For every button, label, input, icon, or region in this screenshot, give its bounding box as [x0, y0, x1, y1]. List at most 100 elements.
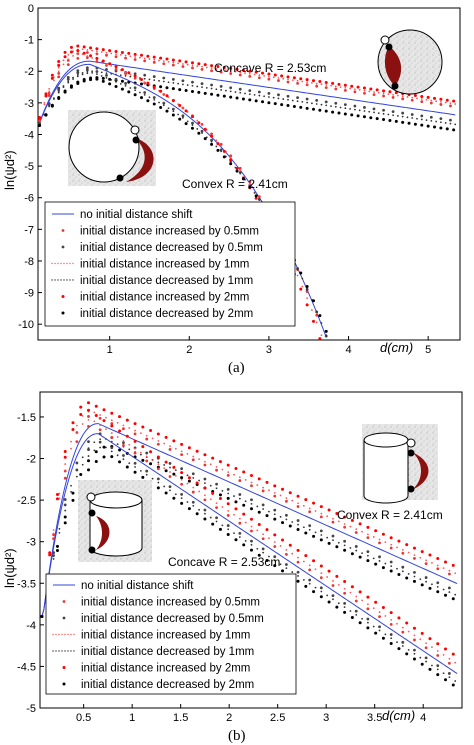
- series-point: [191, 80, 194, 84]
- series-point: [296, 100, 299, 103]
- series-point: [215, 468, 218, 472]
- series-point: [430, 119, 433, 122]
- series-point: [225, 89, 227, 92]
- series-point: [186, 63, 189, 66]
- legend-swatch: [66, 262, 68, 265]
- series-point: [72, 78, 74, 80]
- series-point: [268, 489, 270, 492]
- series-point: [454, 103, 457, 105]
- series-point: [152, 85, 156, 89]
- series-point: [324, 86, 328, 89]
- series-point: [182, 116, 184, 119]
- series-point: [172, 465, 176, 469]
- series-point: [416, 97, 418, 100]
- series-point: [412, 579, 416, 583]
- legend-item: initial distance decreased by 2mm: [62, 679, 254, 691]
- y-axis-label-b: ln(ψd²): [2, 548, 17, 588]
- series-point: [229, 158, 233, 162]
- y-tick-label: -2.5: [17, 495, 36, 507]
- series-point: [149, 450, 153, 454]
- series-point: [71, 428, 75, 432]
- series-point: [436, 654, 440, 657]
- series-point: [249, 473, 253, 477]
- series-point: [229, 70, 232, 72]
- legend-swatch: [62, 600, 66, 603]
- legend-item: initial distance decreased by 1mm: [52, 646, 254, 658]
- series-point: [308, 564, 311, 567]
- series-point: [148, 58, 151, 60]
- series-point: [369, 87, 373, 91]
- series-point: [157, 440, 160, 442]
- series-point: [143, 59, 147, 63]
- legend-swatch: [66, 279, 68, 281]
- series-point: [306, 101, 309, 104]
- series-point: [265, 480, 269, 484]
- series-point: [389, 641, 393, 645]
- series-point: [296, 528, 300, 532]
- series-point: [344, 107, 347, 110]
- series-point: [375, 117, 379, 121]
- series-point: [229, 162, 233, 166]
- series-point: [234, 70, 237, 73]
- series-point: [211, 456, 215, 460]
- series-point: [124, 71, 127, 74]
- series-point: [332, 539, 334, 542]
- series-point: [165, 57, 169, 61]
- series-point: [152, 60, 156, 64]
- x-axis-label-b: d(cm): [382, 708, 415, 723]
- series-point: [314, 510, 317, 512]
- series-point: [164, 491, 168, 495]
- series-point: [442, 567, 445, 569]
- series-point: [366, 603, 369, 606]
- series-point: [134, 466, 136, 468]
- series-point: [165, 109, 169, 113]
- series-point: [71, 491, 75, 495]
- series-point: [256, 484, 259, 486]
- series-point: [162, 62, 166, 66]
- series-point: [320, 103, 323, 106]
- series-point: [105, 51, 108, 54]
- series-point: [110, 446, 114, 450]
- series-point: [253, 93, 256, 96]
- series-point: [165, 86, 169, 90]
- series-point: [372, 93, 376, 97]
- series-point: [420, 583, 424, 587]
- series-point: [186, 84, 189, 86]
- series-point: [171, 113, 175, 117]
- series-point: [215, 502, 218, 505]
- series-point: [152, 55, 156, 59]
- series-point: [407, 121, 411, 125]
- series-convex-dotted: [41, 410, 457, 618]
- series-point: [296, 494, 300, 498]
- series-point: [291, 571, 294, 573]
- series-point: [229, 154, 233, 158]
- series-point: [420, 114, 424, 118]
- series-point: [229, 95, 233, 99]
- series-point: [419, 578, 422, 581]
- series-point: [172, 82, 175, 84]
- series-point: [76, 71, 80, 75]
- series-point: [226, 487, 230, 491]
- series-point: [319, 515, 323, 519]
- series-point: [389, 546, 393, 550]
- series-point: [375, 88, 379, 92]
- series-point: [105, 428, 107, 431]
- series-point: [215, 88, 218, 91]
- legend-swatch: [60, 262, 62, 265]
- series-point: [296, 267, 299, 270]
- series-point: [149, 428, 153, 432]
- series-point: [203, 63, 207, 67]
- annotation-convex-b: Convex R = 2.41cm: [337, 508, 443, 522]
- series-point: [327, 569, 331, 573]
- series-point: [366, 550, 370, 554]
- series-point: [331, 594, 335, 598]
- series-point: [182, 107, 184, 109]
- series-point: [320, 83, 323, 86]
- series-point: [148, 96, 151, 99]
- series-point: [449, 122, 452, 125]
- series-point: [215, 67, 218, 70]
- series-point: [50, 73, 54, 77]
- legend-swatch: [62, 682, 66, 686]
- series-point: [105, 53, 108, 57]
- series-point: [75, 461, 79, 465]
